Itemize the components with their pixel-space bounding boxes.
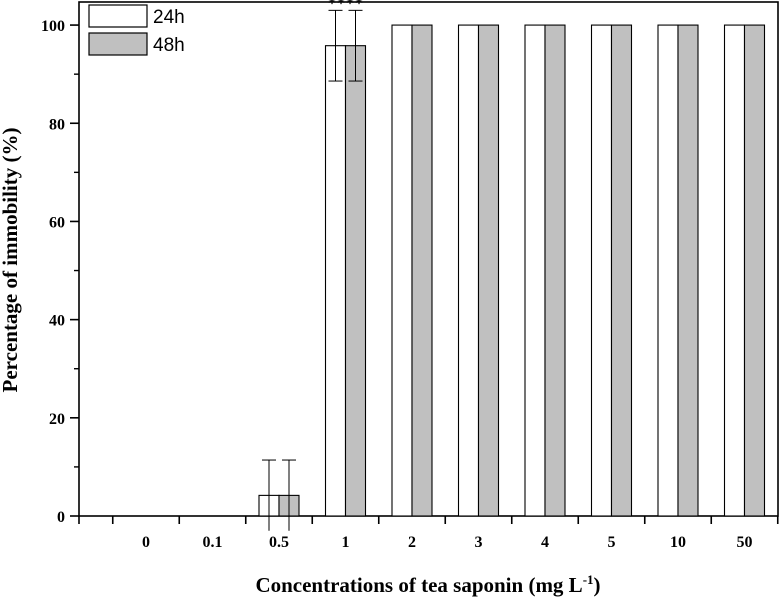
bar-24h-10	[657, 24, 679, 517]
x-tick-label: 3	[475, 534, 483, 551]
y-tick-label: 80	[49, 116, 65, 133]
x-tick-label: 10	[670, 534, 686, 551]
x-tick-label: 0.5	[269, 534, 289, 551]
y-tick-label: 100	[41, 18, 65, 35]
legend-label-48h: 48h	[153, 35, 185, 56]
x-tick-label: 0	[142, 534, 150, 551]
bar-24h-50	[723, 24, 746, 517]
x-tick-label: 4	[541, 534, 549, 551]
x-tick-label: 0.1	[203, 534, 223, 551]
bar-48h-50	[743, 24, 766, 517]
legend-swatch-48h	[88, 32, 148, 56]
y-tick-label: 40	[49, 313, 65, 330]
bar-48h-4	[544, 24, 566, 517]
y-tick-label: 60	[49, 214, 65, 231]
x-tick-label: 5	[608, 534, 616, 551]
x-tick-label: 50	[737, 534, 753, 551]
bar-48h-3	[477, 24, 500, 517]
bars	[258, 24, 766, 517]
legend-label-24h: 24h	[153, 7, 185, 28]
x-tick-label: 2	[408, 534, 416, 551]
legend-swatch-24h	[88, 4, 148, 28]
significance-annotation: ****	[328, 0, 364, 13]
y-axis-title: Percentage of immobility (%)	[0, 128, 22, 393]
x-axis-title-suffix: )	[594, 573, 601, 597]
bar-48h-10	[677, 24, 699, 517]
bar-48h-5	[610, 24, 633, 517]
x-tick-label: 1	[342, 534, 350, 551]
bar-48h-1	[344, 45, 367, 517]
axes: 0 20 40 60 80 100 0 0.1 0.5 1 2 3 4 5 10 50	[41, 18, 779, 551]
y-tick-label: 0	[57, 509, 65, 526]
bar-24h-4	[524, 24, 546, 517]
error-bars	[262, 9, 363, 531]
bar-24h-1	[324, 45, 347, 517]
x-axis-title: Concentrations of tea saponin (mg L-1)	[255, 572, 600, 597]
bar-24h-5	[590, 24, 613, 517]
annotations: ****	[328, 0, 364, 13]
bar-48h-2	[411, 24, 433, 517]
x-axis-title-main: Concentrations of tea saponin (mg L	[255, 573, 582, 597]
y-tick-label: 20	[49, 411, 65, 428]
x-axis-title-superscript: -1	[583, 572, 594, 587]
bar-24h-3	[457, 24, 480, 517]
bar-24h-2	[391, 24, 413, 517]
